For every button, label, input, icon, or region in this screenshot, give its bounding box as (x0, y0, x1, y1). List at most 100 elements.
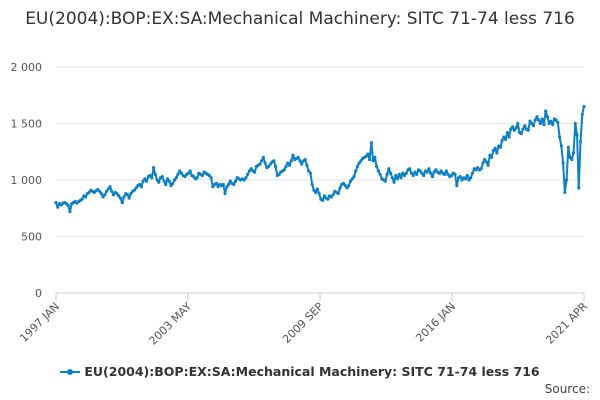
data-point[interactable] (266, 164, 271, 169)
data-point[interactable] (490, 155, 494, 159)
data-point[interactable] (141, 179, 145, 183)
data-point[interactable] (233, 179, 238, 183)
data-point[interactable] (554, 118, 558, 122)
legend-item[interactable]: EU(2004):BOP:EX:SA:Mechanical Machinery:… (60, 364, 540, 379)
data-point[interactable] (183, 175, 187, 179)
data-point[interactable] (357, 161, 361, 165)
data-point[interactable] (165, 177, 170, 181)
data-point[interactable] (249, 167, 253, 171)
data-point[interactable] (503, 137, 508, 141)
data-point[interactable] (221, 182, 225, 187)
data-point[interactable] (179, 171, 184, 175)
data-point[interactable] (556, 120, 560, 124)
data-point[interactable] (465, 173, 469, 178)
data-point[interactable] (326, 197, 330, 201)
data-point[interactable] (110, 189, 114, 193)
data-point[interactable] (528, 119, 532, 123)
data-point[interactable] (486, 163, 490, 167)
data-point[interactable] (268, 162, 272, 166)
data-point[interactable] (66, 203, 70, 208)
data-point[interactable] (481, 161, 485, 165)
data-point[interactable] (284, 164, 288, 169)
data-point[interactable] (232, 182, 236, 187)
data-point[interactable] (125, 193, 130, 197)
data-point[interactable] (106, 187, 110, 191)
data-point[interactable] (216, 185, 220, 189)
data-point[interactable] (303, 158, 307, 162)
data-point[interactable] (542, 123, 546, 127)
data-point[interactable] (364, 154, 368, 158)
data-point[interactable] (273, 164, 278, 169)
data-point[interactable] (352, 175, 356, 179)
data-point[interactable] (108, 185, 112, 189)
data-point[interactable] (176, 172, 180, 176)
data-point[interactable] (575, 133, 579, 137)
data-point[interactable] (444, 169, 448, 173)
data-point[interactable] (397, 172, 401, 176)
data-point[interactable] (207, 173, 211, 178)
data-point[interactable] (117, 194, 121, 198)
data-point[interactable] (427, 167, 431, 171)
data-point[interactable] (488, 153, 492, 157)
data-point[interactable] (474, 168, 478, 172)
data-point[interactable] (530, 121, 534, 126)
data-point[interactable] (578, 139, 583, 144)
data-point[interactable] (167, 179, 171, 183)
data-point[interactable] (580, 112, 584, 117)
data-point[interactable] (558, 135, 562, 139)
data-point[interactable] (329, 195, 333, 199)
data-point[interactable] (178, 169, 182, 173)
data-point[interactable] (164, 182, 168, 187)
data-point[interactable] (287, 163, 292, 167)
data-point[interactable] (432, 170, 436, 174)
data-point[interactable] (460, 178, 464, 182)
data-point[interactable] (111, 193, 116, 197)
data-point[interactable] (516, 121, 520, 126)
data-point[interactable] (246, 172, 250, 176)
data-point[interactable] (561, 161, 565, 165)
data-point[interactable] (211, 185, 215, 189)
data-point[interactable] (336, 191, 340, 196)
data-point[interactable] (505, 130, 509, 135)
data-point[interactable] (99, 191, 103, 196)
data-point[interactable] (321, 198, 325, 202)
data-point[interactable] (401, 171, 405, 175)
data-point[interactable] (157, 180, 161, 184)
data-point[interactable] (498, 145, 502, 149)
data-point[interactable] (169, 184, 173, 188)
data-point[interactable] (449, 173, 454, 178)
data-point[interactable] (225, 185, 229, 189)
data-point[interactable] (399, 176, 403, 180)
data-point[interactable] (54, 201, 58, 205)
data-point[interactable] (479, 167, 483, 171)
data-point[interactable] (411, 173, 415, 178)
data-point[interactable] (172, 178, 177, 182)
data-point[interactable] (547, 121, 551, 126)
data-point[interactable] (192, 175, 196, 179)
data-point[interactable] (429, 171, 433, 175)
data-point[interactable] (387, 167, 391, 171)
data-point[interactable] (338, 186, 342, 190)
data-point[interactable] (369, 141, 374, 145)
data-point[interactable] (388, 171, 393, 175)
data-point[interactable] (315, 187, 319, 191)
data-point[interactable] (244, 176, 248, 180)
data-point[interactable] (526, 128, 530, 132)
data-point[interactable] (434, 168, 438, 172)
data-point[interactable] (291, 153, 295, 157)
data-point[interactable] (375, 164, 379, 169)
data-point[interactable] (442, 172, 447, 176)
data-point[interactable] (544, 109, 548, 113)
data-point[interactable] (469, 176, 473, 180)
data-point[interactable] (87, 190, 91, 195)
data-point[interactable] (514, 126, 518, 130)
data-point[interactable] (263, 161, 267, 165)
data-point[interactable] (502, 135, 506, 139)
data-point[interactable] (533, 118, 537, 122)
data-point[interactable] (422, 173, 426, 178)
data-point[interactable] (242, 178, 246, 182)
data-point[interactable] (296, 155, 300, 159)
data-point[interactable] (385, 172, 389, 176)
data-point[interactable] (378, 172, 382, 176)
data-point[interactable] (537, 118, 541, 122)
